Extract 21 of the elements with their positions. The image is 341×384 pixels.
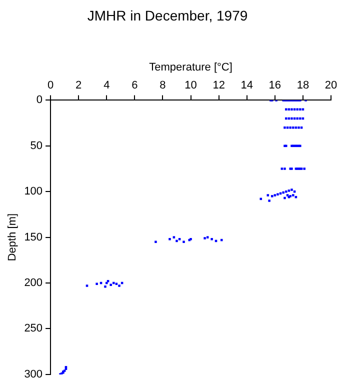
x-tick-label: 20 [324,80,338,92]
y-tick-label: 200 [24,277,43,290]
x-tick-label: 8 [160,80,166,92]
x-axis-title: Temperature [°C] [149,61,232,74]
y-tick-label: 100 [24,186,43,198]
x-tick-label: 2 [76,80,82,92]
x-tick-label: 12 [212,80,225,92]
chart-title: JMHR in December, 1979 [87,7,248,24]
x-tick-label: 0 [47,80,54,92]
y-tick-label: 150 [24,231,43,244]
x-tick-label: 4 [104,80,110,92]
x-tick-label: 14 [240,80,253,92]
y-tick-label: 300 [24,368,43,380]
y-tick-label: 50 [30,140,43,152]
x-tick-label: 6 [132,80,138,92]
x-tick-label: 16 [268,80,282,92]
y-tick-label: 250 [24,322,43,335]
x-tick-label: 10 [184,80,197,92]
y-axis-title: Depth [m] [6,213,19,262]
y-tick-label: 0 [36,94,43,106]
x-tick-label: 18 [296,80,310,92]
